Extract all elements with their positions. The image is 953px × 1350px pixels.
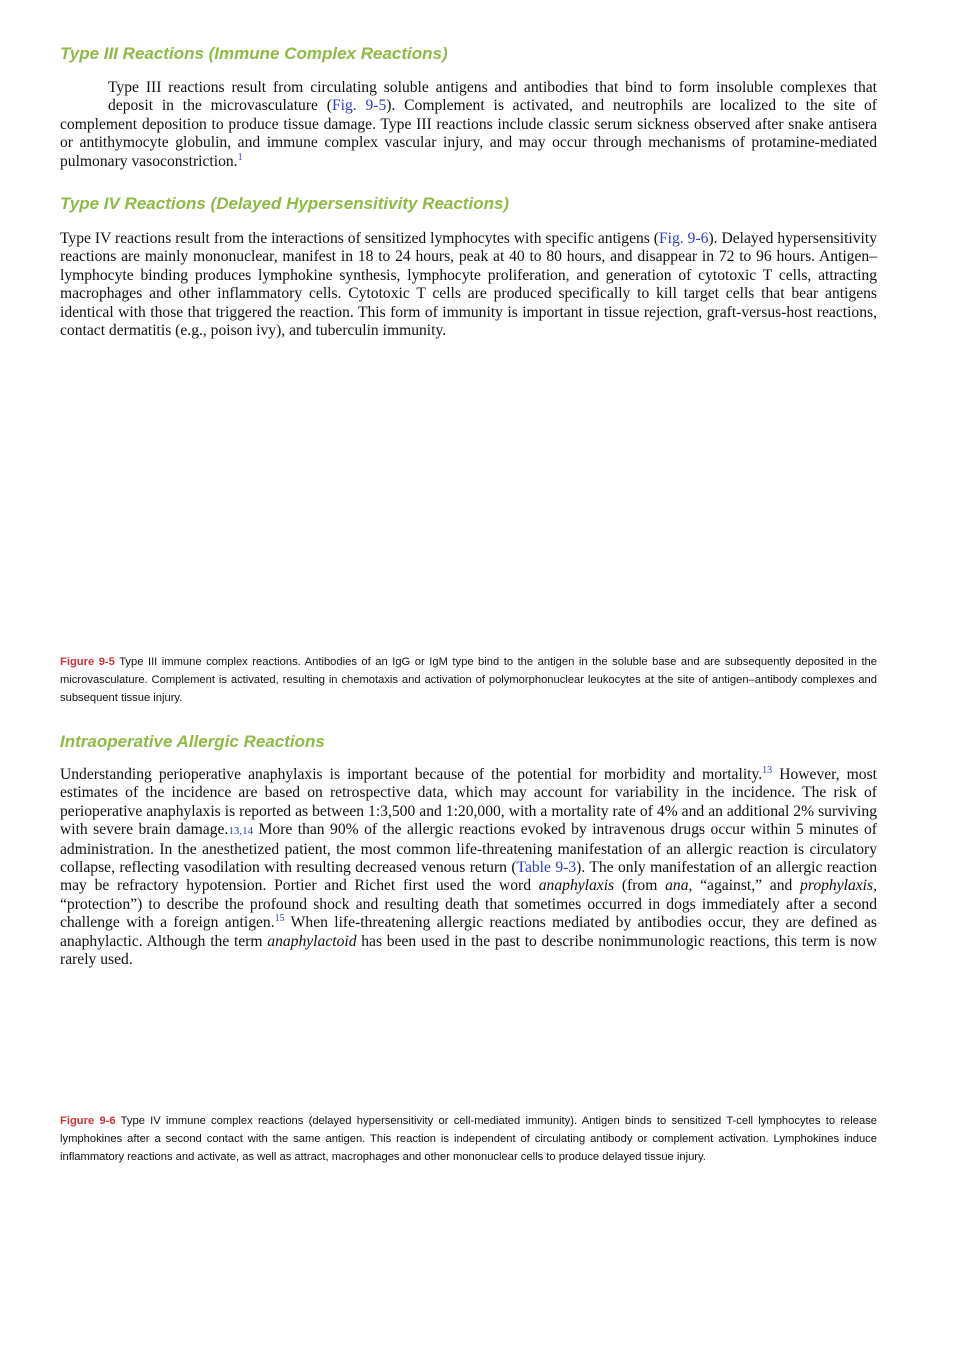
text: More than 90% of the allergic reactions … (60, 821, 877, 877)
text: However, most estimates of the incidence… (60, 766, 877, 839)
text: Type IV immune complex reactions (delaye… (60, 1115, 878, 1163)
citation[interactable]: 13,14 (228, 825, 254, 838)
paragraph: Understanding perioperative anaphylaxis … (60, 764, 877, 969)
text: “against,” and (692, 877, 801, 895)
text: has been used in the past to describe no… (60, 932, 877, 969)
text: When life-threatening allergic reactions… (60, 914, 877, 950)
citation[interactable]: 1 (237, 151, 243, 163)
link[interactable]: Fig. 9-6 (659, 230, 709, 247)
paragraph: Type III reactions result from circulati… (60, 79, 877, 171)
heading: Type III Reactions (Immune Complex React… (60, 44, 448, 63)
text: ). The only manifestation of an allergic… (60, 859, 877, 895)
link[interactable]: Table 9-3 (516, 859, 577, 877)
italic-text: prophylaxis, (800, 877, 877, 895)
text: “protection”) to describe the profound s… (60, 895, 877, 932)
text: ). Delayed hypersensitivity reactions ar… (60, 230, 877, 340)
figure-label: Figure 9-5 (60, 656, 115, 668)
citation[interactable]: 15 (274, 913, 285, 925)
italic-text: ana, (665, 877, 693, 895)
text: Type III reactions result from circulati… (108, 79, 877, 115)
italic-text: anaphylactoid (267, 932, 357, 950)
paragraph: Type IV reactions result from the intera… (60, 230, 877, 340)
text: ). Complement is activated, and neutroph… (60, 97, 877, 170)
link[interactable]: Fig. 9-5 (331, 97, 387, 115)
figure-label: Figure 9-6 (60, 1115, 116, 1127)
italic-text: anaphylaxis (538, 877, 615, 895)
text: Type IV reactions result from the intera… (60, 230, 659, 247)
text: Type III immune complex reactions. Antib… (60, 656, 877, 704)
text: (from (614, 877, 666, 895)
figure-caption: Figure 9-5 Type III immune complex react… (60, 653, 877, 707)
citation[interactable]: 13 (762, 764, 773, 776)
figure-caption: Figure 9-6 Type IV immune complex reacti… (60, 1112, 877, 1166)
heading: Type IV Reactions (Delayed Hypersensitiv… (60, 194, 510, 213)
text: Understanding perioperative anaphylaxis … (60, 766, 763, 783)
heading: Intraoperative Allergic Reactions (60, 732, 325, 751)
